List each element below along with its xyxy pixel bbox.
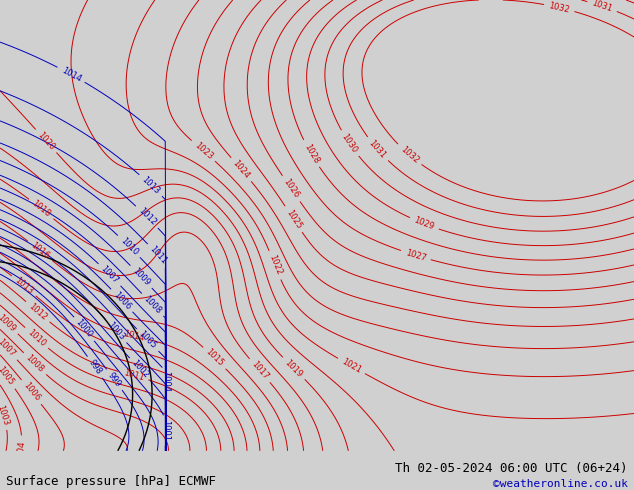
Text: 1003: 1003 — [105, 320, 126, 342]
Text: 1032: 1032 — [398, 145, 420, 165]
Text: 1010: 1010 — [26, 328, 48, 348]
Text: Surface pressure [hPa] ECMWF: Surface pressure [hPa] ECMWF — [6, 474, 216, 488]
Text: 1004: 1004 — [161, 371, 170, 392]
Text: 1029: 1029 — [413, 216, 436, 232]
Text: 1000: 1000 — [74, 318, 94, 340]
Text: 1022: 1022 — [267, 254, 283, 277]
Text: 1015: 1015 — [204, 347, 225, 368]
Text: 1019: 1019 — [283, 358, 304, 379]
Text: 1009: 1009 — [131, 266, 152, 288]
Text: Th 02-05-2024 06:00 UTC (06+24): Th 02-05-2024 06:00 UTC (06+24) — [395, 462, 628, 475]
Text: 1030: 1030 — [340, 132, 359, 155]
Text: 1024: 1024 — [231, 159, 252, 180]
Text: 1005: 1005 — [0, 365, 16, 387]
Text: 1020: 1020 — [36, 130, 56, 152]
Text: 1002: 1002 — [130, 359, 151, 380]
Text: 1007: 1007 — [99, 264, 120, 285]
Text: 1032: 1032 — [548, 1, 571, 14]
Text: 1012: 1012 — [136, 206, 158, 227]
Text: 1006: 1006 — [111, 290, 133, 311]
Text: 1023: 1023 — [193, 141, 214, 161]
Text: 1014: 1014 — [122, 329, 145, 343]
Text: 1007: 1007 — [0, 338, 17, 359]
Text: 1010: 1010 — [119, 236, 139, 257]
Text: 1016: 1016 — [29, 241, 51, 261]
Text: 998: 998 — [87, 358, 103, 376]
Text: 1008: 1008 — [142, 294, 163, 316]
Text: 1013: 1013 — [140, 175, 162, 196]
Text: ©weatheronline.co.uk: ©weatheronline.co.uk — [493, 479, 628, 489]
Text: 1021: 1021 — [340, 357, 363, 375]
Text: 1031: 1031 — [591, 0, 614, 14]
Text: 1011: 1011 — [148, 245, 169, 266]
Text: 1017: 1017 — [249, 360, 270, 382]
Text: 1012: 1012 — [27, 301, 49, 322]
Text: 1027: 1027 — [404, 248, 427, 263]
Text: 1031: 1031 — [367, 138, 388, 160]
Text: 1001: 1001 — [161, 420, 170, 441]
Text: 1005: 1005 — [137, 329, 158, 351]
Text: 1009: 1009 — [0, 313, 17, 334]
Text: 1011: 1011 — [122, 368, 145, 383]
Text: 1006: 1006 — [21, 381, 41, 403]
Text: 1003: 1003 — [0, 403, 11, 426]
Text: 1028: 1028 — [302, 142, 320, 165]
Text: 999: 999 — [106, 370, 123, 389]
Text: 1013: 1013 — [13, 275, 35, 296]
Text: 1026: 1026 — [281, 177, 301, 200]
Text: 1018: 1018 — [30, 199, 53, 219]
Text: 1008: 1008 — [24, 353, 46, 374]
Text: 1004: 1004 — [15, 440, 26, 462]
Text: 1025: 1025 — [284, 208, 303, 230]
Text: 1014: 1014 — [60, 66, 82, 84]
